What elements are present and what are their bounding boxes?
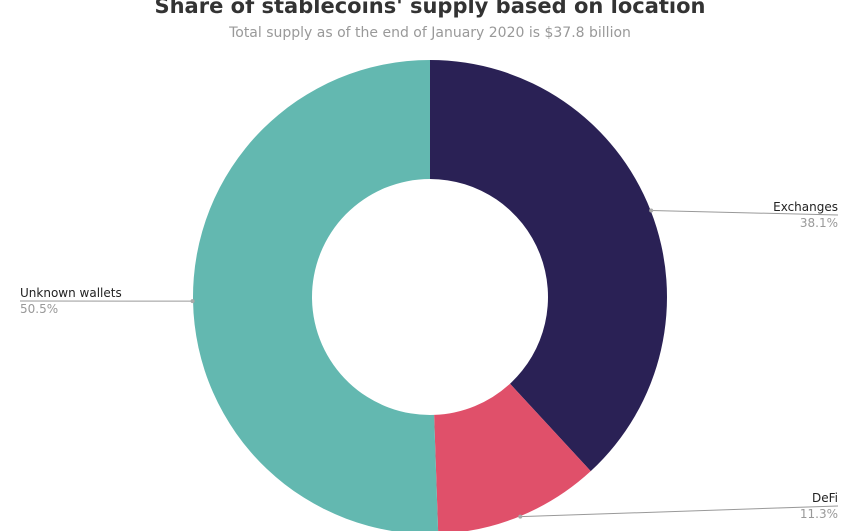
connector-dot bbox=[190, 299, 195, 304]
chart-title: Share of stablecoins' supply based on lo… bbox=[154, 0, 705, 18]
slice-label: Unknown wallets bbox=[20, 286, 122, 300]
chart-subtitle: Total supply as of the end of January 20… bbox=[228, 25, 631, 41]
slice-value-label: 50.5% bbox=[20, 302, 58, 316]
slice-label: Exchanges bbox=[773, 200, 838, 214]
connector-dot bbox=[518, 514, 523, 519]
connector-dot bbox=[649, 208, 654, 213]
slice-value-label: 11.3% bbox=[800, 507, 838, 521]
slice-value-label: 38.1% bbox=[800, 216, 838, 230]
slice-exchanges[interactable] bbox=[430, 60, 667, 472]
slice-label: DeFi bbox=[812, 491, 838, 505]
slice-defi[interactable] bbox=[434, 383, 591, 531]
connector-line bbox=[520, 505, 839, 518]
slice-unknown-wallets[interactable] bbox=[193, 60, 439, 531]
connector-line bbox=[651, 210, 839, 216]
